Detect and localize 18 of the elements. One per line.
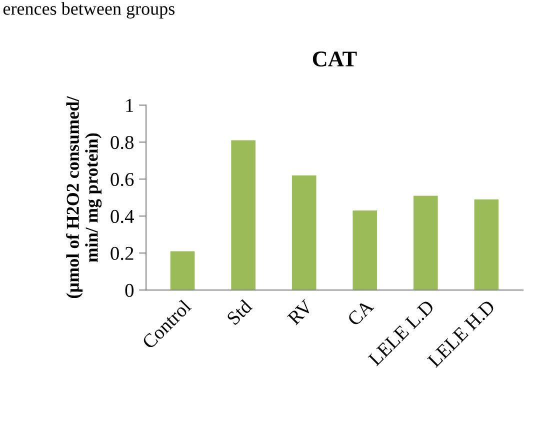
bar <box>474 199 499 290</box>
bar <box>414 196 438 290</box>
y-tick-label: 1 <box>126 99 134 112</box>
bar <box>231 140 256 290</box>
y-tick-label: 0.8 <box>110 136 134 150</box>
y-tick-label: 0.2 <box>110 246 134 260</box>
chart-title: CAT <box>312 52 357 66</box>
y-tick-label: 0.4 <box>110 210 134 224</box>
y-tick-label: 0.6 <box>110 172 134 186</box>
bar <box>292 175 316 290</box>
text: erences between groups <box>3 2 175 19</box>
x-tick-label: CA <box>346 298 374 327</box>
x-tick-label: Std <box>226 298 253 326</box>
y-axis-title: (µmol of H2O2 consumed/ min/ mg protein) <box>66 96 102 298</box>
x-tick-label: RV <box>287 299 314 326</box>
y-tick-label: 0 <box>125 284 134 297</box>
bar <box>352 210 378 290</box>
bar <box>170 251 195 290</box>
